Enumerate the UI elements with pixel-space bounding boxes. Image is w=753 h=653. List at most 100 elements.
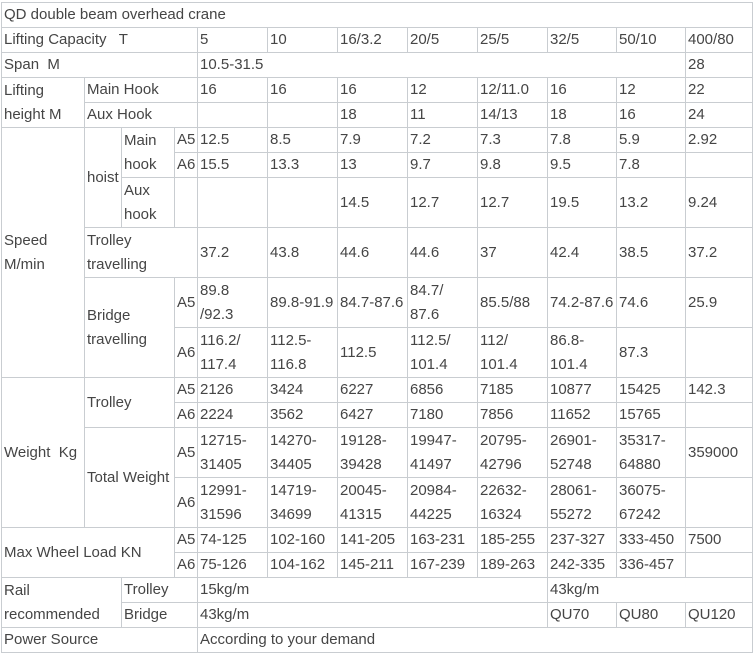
table-row: Bridge 43kg/m QU70 QU80 QU120 — [2, 602, 753, 628]
table-cell: 12 — [616, 77, 686, 103]
table-cell: 15765 — [616, 402, 686, 428]
table-cell: 10.5-31.5 — [197, 52, 686, 78]
table-cell: 12.7 — [407, 177, 478, 228]
table-cell: 12.5 — [197, 127, 268, 153]
table-cell — [684, 327, 753, 378]
label-trolley-travelling: Trolley travelling — [84, 227, 198, 278]
table-cell: 6856 — [407, 377, 478, 403]
table-row: Total Weight A5 12715- 31405 14270- 34405 19… — [2, 427, 753, 528]
table-cell: QU120 — [684, 602, 753, 628]
label-duty-a5: A5 — [174, 377, 198, 403]
table-cell: 16 — [197, 77, 268, 103]
table-cell: 28061- 55272 — [547, 477, 617, 528]
table-cell — [197, 102, 268, 128]
label-duty-a6: A6 — [174, 327, 198, 378]
label-rail-recommended: Rail recommended — [1, 577, 122, 628]
table-cell: 25/5 — [477, 27, 548, 53]
table-cell: 112.5 — [337, 327, 408, 378]
table-cell: 112.5/ 101.4 — [407, 327, 478, 378]
table-cell: 36075- 67242 — [616, 477, 686, 528]
table-cell: 24 — [684, 102, 753, 128]
table-cell: 359000 — [684, 427, 753, 478]
table-cell: 19128- 39428 — [337, 427, 408, 478]
table-cell: 18 — [547, 102, 617, 128]
table-cell: 16 — [337, 77, 408, 103]
table-cell — [174, 177, 198, 228]
table-cell: 13.2 — [616, 177, 686, 228]
table-cell: 2126 — [197, 377, 268, 403]
table-row: Trolley travelling 37.2 43.8 44.6 44.6 37 42.4… — [2, 227, 753, 278]
table-cell: 20045- 41315 — [337, 477, 408, 528]
table-cell: 12 — [407, 77, 478, 103]
table-cell: 2.92 — [684, 127, 753, 153]
table-cell: 3562 — [267, 402, 338, 428]
table-cell: 37.2 — [197, 227, 268, 278]
table-cell: 89.8-91.9 — [267, 277, 338, 328]
table-cell: 9.8 — [477, 152, 548, 178]
table-cell: 400/80 — [684, 27, 753, 53]
table-cell — [684, 402, 753, 428]
table-row: A6 2224 3562 6427 7180 7856 11652 15765 — [2, 402, 753, 428]
label-duty-a6: A6 — [174, 552, 198, 578]
label-aux-hook: Aux Hook — [84, 102, 198, 128]
table-cell: 89.8 /92.3 — [197, 277, 268, 328]
table-cell: 142.3 — [684, 377, 753, 403]
table-cell: 15.5 — [197, 152, 268, 178]
label-rail-trolley: Trolley — [121, 577, 198, 603]
label-duty-a6: A6 — [174, 402, 198, 428]
table-row: Span M 10.5-31.5 28 — [1, 52, 753, 78]
table-cell: QU70 — [547, 602, 617, 628]
table-cell: 12.7 — [477, 177, 548, 228]
table-row: A6 116.2/ 117.4 112.5- 116.8 112.5 112.5/ 10… — [2, 327, 753, 378]
table-cell: 20984- 44225 — [407, 477, 478, 528]
table-cell: 16/3.2 — [337, 27, 408, 53]
table-cell: QU80 — [616, 602, 686, 628]
table-cell: 333-450 — [616, 527, 686, 553]
table-cell: 19947- 41497 — [407, 427, 478, 478]
table-cell: 104-162 — [267, 552, 338, 578]
label-total-weight: Total Weight — [84, 427, 175, 528]
table-row: Weight Kg Trolley A5 2126 3424 6227 6856 7185 10… — [1, 377, 753, 528]
table-cell: 75-126 — [197, 552, 268, 578]
table-cell: 32/5 — [547, 27, 617, 53]
table-cell: 44.6 — [337, 227, 408, 278]
label-weight: Weight Kg — [1, 377, 85, 528]
table-cell: 7500 — [684, 527, 753, 553]
table-cell: 43kg/m — [197, 602, 548, 628]
table-cell: 112.5- 116.8 — [267, 327, 338, 378]
table-cell: 336-457 — [616, 552, 686, 578]
table-row: Bridge travelling A5 89.8 /92.3 89.8-91.9 84… — [2, 277, 753, 378]
table-cell: 12715- 31405 — [197, 427, 268, 478]
table-cell: 19.5 — [547, 177, 617, 228]
table-cell — [267, 177, 338, 228]
table-row: Lifting Capacity T 5 10 16/3.2 20/5 25/5 32/5 5… — [1, 27, 753, 53]
table-cell — [684, 152, 753, 178]
table-cell: 10 — [267, 27, 338, 53]
table-row: A6 12991- 31596 14719- 34699 20045- 41315 20… — [2, 477, 753, 528]
table-row: QD double beam overhead crane — [0, 2, 753, 28]
table-cell: 14.5 — [337, 177, 408, 228]
table-cell: 6227 — [337, 377, 408, 403]
table-row: Power Source According to your demand — [1, 627, 753, 653]
table-cell: 22632- 16324 — [477, 477, 548, 528]
table-cell: 15425 — [616, 377, 686, 403]
table-row: A6 75-126 104-162 145-211 167-239 189-263 242-… — [2, 552, 753, 578]
label-speed: Speed M/min — [1, 127, 85, 378]
table-cell: 14719- 34699 — [267, 477, 338, 528]
table-cell — [684, 477, 753, 528]
table-cell: 9.7 — [407, 152, 478, 178]
table-title: QD double beam overhead crane — [0, 2, 753, 28]
table-row: Speed M/min hoist Main hook A5 12.5 8.5 7.9 7.2… — [1, 127, 753, 378]
table-cell: 25.9 — [684, 277, 753, 328]
table-cell: 42.4 — [547, 227, 617, 278]
table-cell: 9.5 — [547, 152, 617, 178]
label-hoist: hoist — [84, 127, 122, 228]
table-cell: 44.6 — [407, 227, 478, 278]
table-cell: 28 — [684, 52, 753, 78]
table-cell: 116.2/ 117.4 — [197, 327, 268, 378]
table-cell: 2224 — [197, 402, 268, 428]
table-row: Rail recommended Trolley 15kg/m 43kg/m — [1, 577, 753, 628]
label-hoist-aux-hook: Aux hook — [121, 177, 175, 228]
table-cell: 102-160 — [267, 527, 338, 553]
table-cell: 85.5/88 — [477, 277, 548, 328]
